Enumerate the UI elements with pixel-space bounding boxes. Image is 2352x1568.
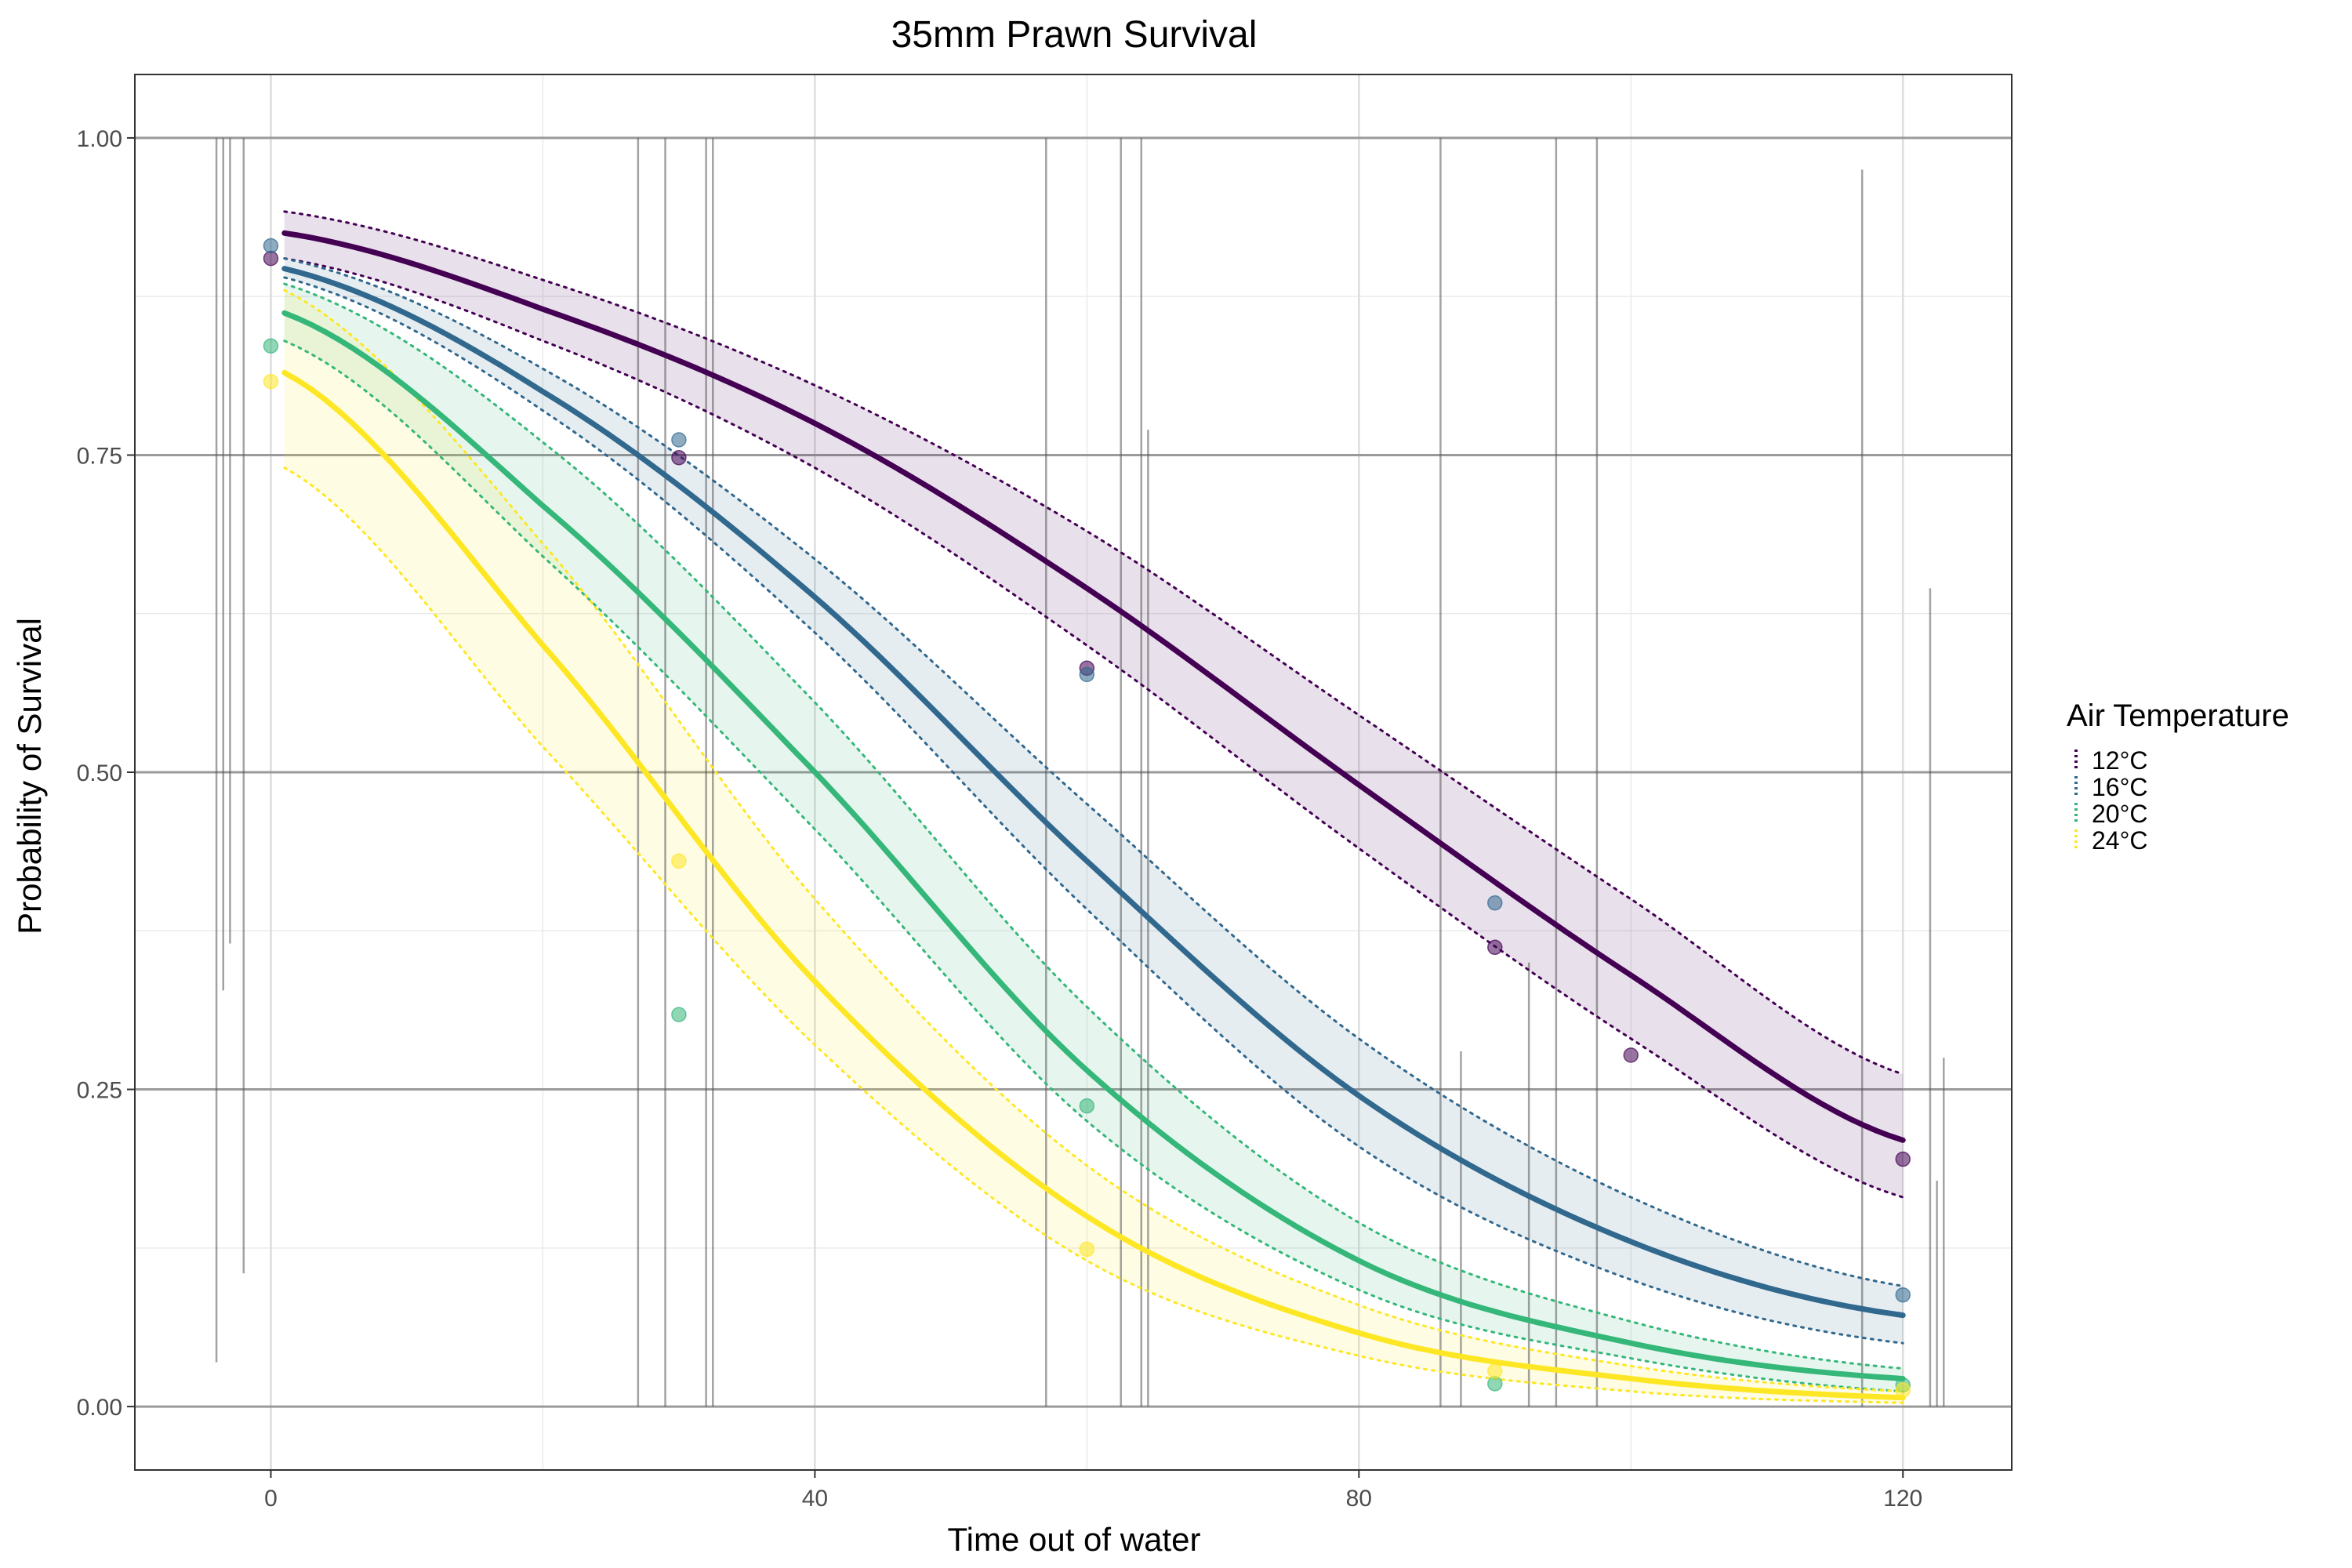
x-tick-label: 40: [802, 1486, 828, 1512]
y-axis-title: Probability of Survival: [11, 618, 48, 935]
confidence-ribbon: [284, 290, 1904, 1403]
data-point: [1487, 1363, 1503, 1379]
data-point: [263, 238, 279, 254]
upper-bound-line: [283, 289, 1904, 1393]
x-tick-label: 80: [1346, 1486, 1372, 1512]
legend: Air Temperature 12°C16°C20°C24°C: [2067, 699, 2289, 855]
data-point: [1487, 895, 1503, 911]
upper-bound-line: [283, 210, 1904, 1076]
fitted-line: [281, 369, 1906, 1401]
lower-bound-line: [283, 466, 1904, 1404]
x-axis-title: Time out of water: [948, 1521, 1201, 1558]
y-tick-label: 0.00: [77, 1395, 122, 1421]
x-axis-ticks: 0 40 80 120: [264, 1470, 1922, 1512]
observed-points: [263, 238, 1911, 1398]
legend-label: 24°C: [2092, 826, 2148, 855]
confidence-ribbons: [284, 211, 1904, 1403]
data-point: [1895, 1382, 1911, 1398]
data-point: [1487, 1376, 1503, 1392]
grid-lines: [135, 74, 2012, 1470]
data-point: [263, 373, 279, 390]
data-point: [263, 250, 279, 267]
x-tick-label: 0: [264, 1486, 278, 1512]
data-point: [671, 1007, 687, 1022]
y-tick-label: 0.75: [77, 443, 122, 469]
data-point: [1079, 1098, 1095, 1114]
data-point: [263, 338, 279, 354]
upper-bound-line: [283, 257, 1904, 1287]
x-tick-label: 120: [1883, 1486, 1922, 1512]
y-tick-label: 1.00: [77, 126, 122, 152]
legend-label: 12°C: [2092, 746, 2148, 775]
data-point: [1895, 1287, 1911, 1303]
lower-bound-line: [283, 276, 1904, 1345]
data-point: [1895, 1151, 1911, 1167]
fitted-line: [281, 230, 1906, 1143]
lower-bound-line: [283, 339, 1904, 1393]
confidence-bounds: [283, 210, 1904, 1404]
fitted-lines: [281, 230, 1906, 1401]
chart-title: 35mm Prawn Survival: [891, 14, 1258, 56]
legend-label: 20°C: [2092, 800, 2148, 828]
legend-title: Air Temperature: [2067, 699, 2289, 733]
plot-panel: [134, 74, 2013, 1471]
fitted-line: [281, 310, 1906, 1381]
data-point: [1487, 939, 1503, 956]
y-tick-label: 0.50: [77, 760, 122, 786]
lower-bound-line: [283, 257, 1904, 1199]
data-point: [671, 432, 687, 448]
data-point: [1079, 666, 1095, 683]
legend-label: 16°C: [2092, 773, 2148, 801]
confidence-ribbon: [284, 284, 1904, 1392]
y-axis-ticks: 0.00 0.25 0.50 0.75 1.00: [77, 126, 135, 1421]
rug-lines: [215, 137, 1945, 1407]
y-tick-label: 0.25: [77, 1078, 122, 1104]
upper-bound-line: [283, 282, 1904, 1370]
fitted-line: [281, 266, 1906, 1319]
data-point: [671, 449, 687, 466]
data-point: [1623, 1047, 1639, 1063]
confidence-ribbon: [284, 211, 1904, 1198]
data-point: [671, 853, 687, 869]
data-point: [1079, 1241, 1095, 1258]
